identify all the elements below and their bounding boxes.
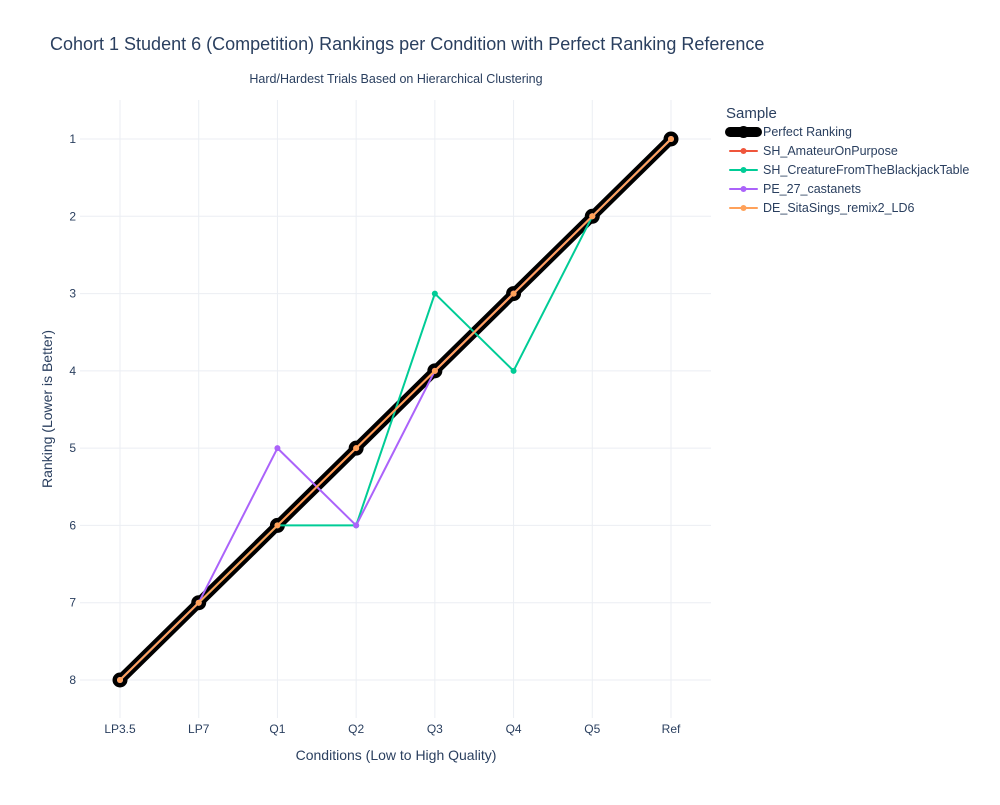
legend-item: Perfect Ranking (725, 125, 852, 139)
data-point (274, 522, 281, 529)
y-tick-label: 1 (69, 132, 76, 146)
legend: Sample Perfect Ranking SH_AmateurOnPurpos… (725, 105, 969, 215)
x-axis-ticks: LP3.5 LP7 Q1 Q2 Q3 Q4 Q5 Ref (104, 722, 681, 736)
series-line (119, 138, 672, 681)
data-point (353, 445, 360, 452)
series-layer (112, 131, 679, 688)
legend-item: PE_27_castanets (729, 182, 861, 196)
data-point (274, 445, 281, 452)
data-point (510, 367, 517, 374)
y-axis-ticks: 1 2 3 4 5 6 7 8 (69, 132, 76, 687)
chart-subtitle: Hard/Hardest Trials Based on Hierarchica… (249, 72, 542, 86)
legend-label: Perfect Ranking (763, 125, 852, 139)
y-axis-title: Ranking (Lower is Better) (39, 330, 55, 488)
legend-item: DE_SitaSings_remix2_LD6 (729, 201, 915, 215)
legend-label: PE_27_castanets (763, 182, 861, 196)
x-tick-label: Q4 (506, 722, 522, 736)
data-point (431, 290, 438, 297)
x-tick-label: Q1 (269, 722, 285, 736)
data-point (510, 290, 517, 297)
chart-title: Cohort 1 Student 6 (Competition) Ranking… (50, 34, 764, 54)
x-tick-label: Q5 (584, 722, 600, 736)
legend-item: SH_AmateurOnPurpose (729, 144, 898, 158)
legend-items: Perfect Ranking SH_AmateurOnPurpose SH_Cre… (725, 125, 969, 215)
data-point (431, 367, 438, 374)
y-tick-label: 8 (69, 673, 76, 687)
legend-label: DE_SitaSings_remix2_LD6 (763, 201, 915, 215)
data-point (668, 136, 674, 142)
y-tick-label: 4 (69, 364, 76, 378)
y-tick-label: 5 (69, 441, 76, 455)
x-tick-label: Q3 (427, 722, 443, 736)
legend-label: SH_AmateurOnPurpose (763, 144, 898, 158)
legend-marker (740, 148, 747, 154)
x-tick-label: Ref (662, 722, 681, 736)
data-point (117, 677, 123, 683)
legend-marker (740, 167, 747, 173)
y-tick-label: 7 (69, 596, 76, 610)
y-tick-label: 6 (69, 518, 76, 532)
legend-item: SH_CreatureFromTheBlackjackTable (729, 163, 969, 177)
x-tick-label: LP7 (188, 722, 210, 736)
series-DE_SitaSings_remix2_LD6 (117, 136, 674, 683)
x-tick-label: Q2 (348, 722, 364, 736)
data-point (195, 599, 202, 606)
x-axis-title: Conditions (Low to High Quality) (296, 747, 497, 763)
data-point (353, 522, 360, 529)
y-tick-label: 2 (69, 209, 76, 223)
legend-title: Sample (726, 105, 777, 122)
x-tick-label: LP3.5 (104, 722, 136, 736)
legend-marker (740, 205, 747, 211)
legend-marker (737, 126, 750, 138)
data-point (589, 213, 596, 220)
grid (80, 100, 711, 718)
legend-marker (740, 186, 747, 192)
legend-label: SH_CreatureFromTheBlackjackTable (763, 163, 969, 177)
y-tick-label: 3 (69, 287, 76, 301)
